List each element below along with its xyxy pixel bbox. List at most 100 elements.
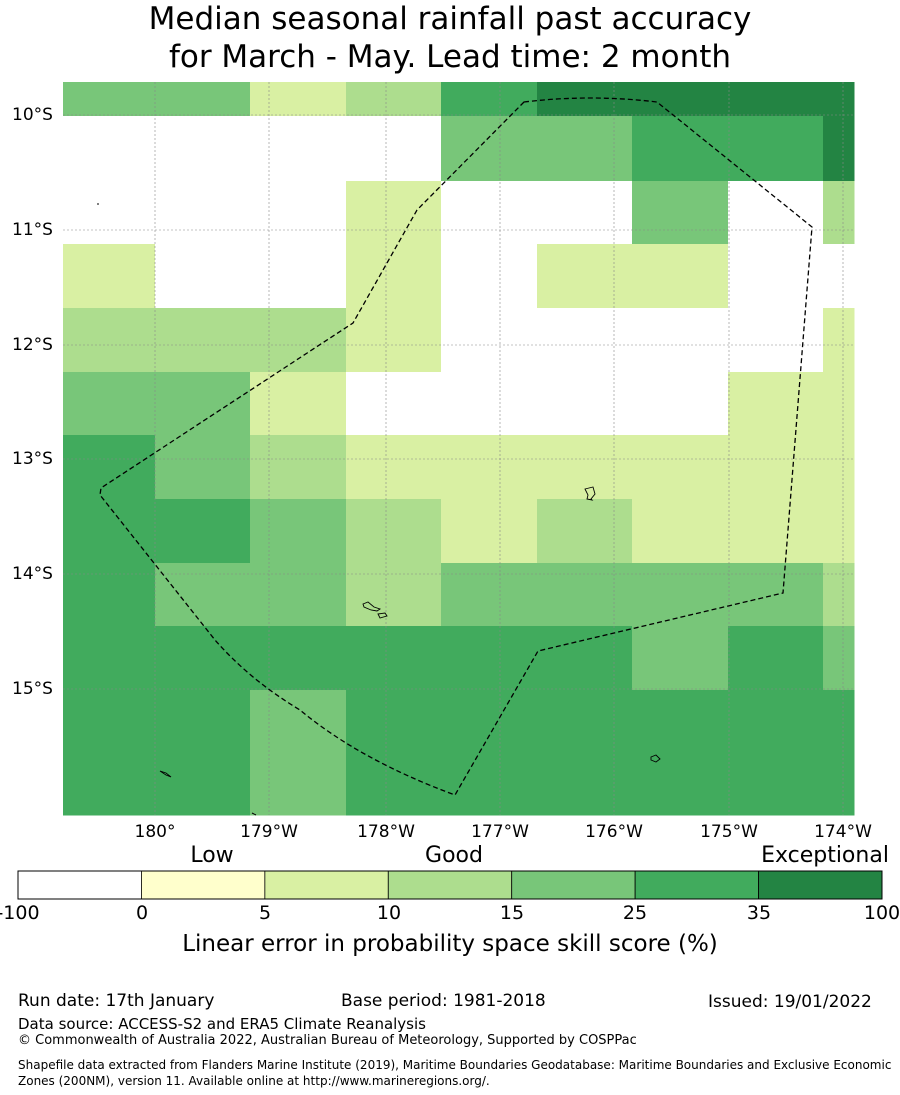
- skill-cell: [250, 372, 347, 436]
- skill-cell: [537, 563, 633, 627]
- skill-cell: [632, 116, 729, 182]
- lon-label-177w: 177°W: [471, 822, 529, 842]
- skill-cell: [441, 626, 538, 691]
- skill-cell: [537, 690, 633, 816]
- island-niuafoou: [650, 754, 661, 763]
- skill-cell: [441, 244, 538, 309]
- base-period: Base period: 1981-2018: [341, 991, 546, 1011]
- skill-cell: [63, 116, 156, 182]
- skill-cell: [441, 563, 538, 627]
- skill-cell: [632, 626, 729, 691]
- skill-cell: [346, 82, 442, 117]
- lon-label-174w: 174°W: [814, 822, 872, 842]
- skill-cell: [441, 690, 538, 816]
- skill-cell: [728, 499, 824, 564]
- lon-label-180: 180°: [134, 822, 176, 842]
- skill-cell: [63, 308, 156, 373]
- skill-cell: [155, 181, 251, 245]
- skill-grid: [63, 82, 855, 816]
- skill-cell: [632, 690, 729, 816]
- skill-cell: [823, 499, 855, 564]
- skill-cell: [537, 626, 633, 691]
- legend-tick: -100: [0, 902, 40, 924]
- shapefile-credit-line-1: Shapefile data extracted from Flanders M…: [18, 1058, 892, 1072]
- run-date: Run date: 17th January: [18, 991, 215, 1011]
- skill-cell: [441, 372, 538, 436]
- skill-cell: [346, 435, 442, 500]
- colorbar-segment: [758, 870, 883, 900]
- skill-cell: [632, 308, 729, 373]
- skill-cell: [632, 244, 729, 309]
- colorbar: [17, 870, 883, 900]
- skill-cell: [250, 116, 347, 182]
- skill-cell: [823, 372, 855, 436]
- skill-cell: [728, 308, 824, 373]
- island-upolu: [584, 486, 596, 501]
- skill-cell: [346, 308, 442, 373]
- lat-label-12s: 12°S: [12, 335, 53, 355]
- skill-cell: [155, 308, 251, 373]
- skill-cell: [155, 244, 251, 309]
- skill-cell: [250, 690, 347, 816]
- issued-date: Issued: 19/01/2022: [708, 992, 872, 1012]
- legend-tick: 25: [622, 902, 648, 924]
- skill-cell: [632, 499, 729, 564]
- colorbar-segment: [511, 870, 636, 900]
- skill-cell: [728, 181, 824, 245]
- skill-cell: [155, 372, 251, 436]
- legend-low-label: Low: [190, 843, 234, 868]
- skill-cell: [63, 435, 156, 500]
- skill-cell: [441, 181, 538, 245]
- lon-label-178w: 178°W: [357, 822, 415, 842]
- skill-cell: [250, 82, 347, 117]
- colorbar-outline: [17, 870, 883, 900]
- skill-cell: [63, 82, 156, 117]
- lat-label-13s: 13°S: [12, 449, 53, 469]
- title-line-2: for March - May. Lead time: 2 month: [168, 39, 732, 75]
- skill-cell: [63, 563, 156, 627]
- skill-cell: [537, 244, 633, 309]
- lat-label-11s: 11°S: [12, 220, 53, 240]
- skill-cell: [441, 82, 538, 117]
- legend-tick: 5: [258, 902, 272, 924]
- skill-cell: [346, 372, 442, 436]
- skill-cell: [823, 244, 855, 309]
- skill-cell: [346, 116, 442, 182]
- chart-title: Median seasonal rainfall past accuracy f…: [0, 0, 900, 76]
- skill-cell: [632, 435, 729, 500]
- data-source: Data source: ACCESS-S2 and ERA5 Climate …: [18, 1015, 426, 1033]
- skill-cell: [823, 116, 855, 182]
- colorbar-segment: [634, 870, 759, 900]
- skill-cell: [823, 82, 855, 117]
- skill-cell: [632, 82, 729, 117]
- skill-cell: [346, 499, 442, 564]
- legend-tick: 15: [499, 902, 525, 924]
- islet-south: [251, 812, 257, 816]
- skill-cell: [441, 116, 538, 182]
- skill-cell: [823, 563, 855, 627]
- skill-cell: [346, 181, 442, 245]
- skill-cell: [250, 435, 347, 500]
- colorbar-segment: [387, 870, 513, 900]
- island-west: [159, 770, 172, 778]
- skill-cell: [728, 116, 824, 182]
- skill-cell: [63, 372, 156, 436]
- skill-cell: [728, 435, 824, 500]
- skill-cell: [537, 435, 633, 500]
- skill-cell: [823, 308, 855, 373]
- skill-cell: [632, 563, 729, 627]
- skill-cell: [823, 690, 855, 816]
- skill-cell: [346, 626, 442, 691]
- skill-cell: [537, 181, 633, 245]
- island-wallis-small: [377, 612, 388, 619]
- skill-cell: [537, 308, 633, 373]
- lat-label-15s: 15°S: [12, 679, 53, 699]
- skill-cell: [728, 82, 824, 117]
- skill-cell: [250, 563, 347, 627]
- legend-tick: 100: [863, 902, 900, 924]
- skill-cell: [823, 181, 855, 245]
- skill-cell: [63, 181, 156, 245]
- title-line-1: Median seasonal rainfall past accuracy: [148, 1, 752, 37]
- skill-cell: [63, 499, 156, 564]
- copyright: © Commonwealth of Australia 2022, Austra…: [18, 1033, 637, 1048]
